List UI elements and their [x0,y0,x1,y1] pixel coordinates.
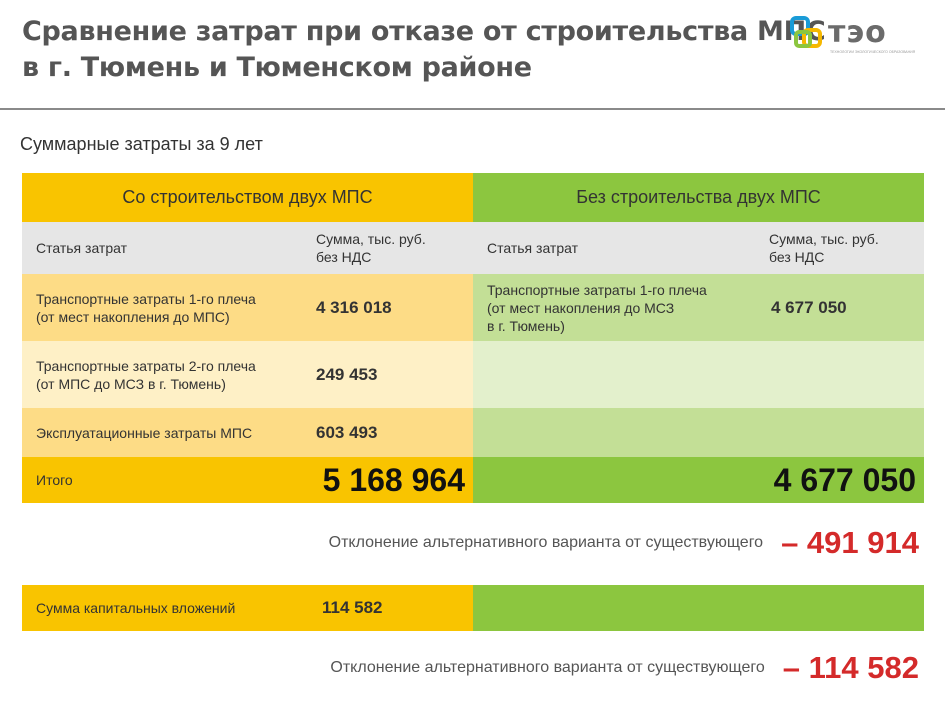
left-row-1 [22,274,473,341]
section-subtitle: Суммарные затраты за 9 лет [20,134,263,154]
deviation-1-value: – 491 914 [781,525,919,560]
logo-tagline: ТЕХНОЛОГИИ ЭКОЛОГИЧЕСКОГО ОБРАЗОВАНИЯ [830,50,916,54]
left-row-2-label: Транспортные затраты 2-го плеча (от МПС д… [36,357,256,392]
deviation-1-label: Отклонение альтернативного варианта от с… [328,534,764,551]
right-row-1 [473,274,924,341]
left-row-3-value: 603 493 [316,422,378,442]
header-divider [0,108,945,110]
left-row-1-value: 4 316 018 [316,297,392,317]
left-row-3-label: Эксплуатационные затраты МПС [36,424,253,441]
company-logo: тэо ТЕХНОЛОГИИ ЭКОЛОГИЧЕСКОГО ОБРАЗОВАНИ… [790,16,930,60]
deviation-2: Отклонение альтернативного варианта от с… [330,645,919,691]
capital-value: 114 582 [322,598,383,617]
page-title: Сравнение затрат при отказе от строитель… [22,14,826,86]
right-total-value: 4 677 050 [773,461,916,498]
left-row-2 [22,341,473,408]
capital-right-row [473,585,924,631]
left-total-row [22,457,473,503]
left-col-sum-header: Сумма, тыс. руб. без НДС [316,231,426,265]
right-col-item-header: Статья затрат [487,240,579,256]
left-total-value: 5 168 964 [322,461,465,498]
capital-left-row [22,585,473,631]
logo-mark-icon [790,16,822,48]
right-row-2-empty [473,341,924,408]
right-row-1-label: Транспортные затраты 1-го плеча (от мест … [487,281,707,334]
total-label: Итого [36,472,73,488]
right-section-header: Без строительства двух МПС [473,173,924,222]
right-row-3-empty [473,408,924,457]
capital-label: Сумма капитальных вложений [36,600,236,616]
right-total-row [473,457,924,503]
right-row-1-value: 4 677 050 [771,297,847,317]
deviation-2-label: Отклонение альтернативного варианта от с… [330,659,765,676]
deviation-1: Отклонение альтернативного варианта от с… [329,520,919,566]
page-title-line2: в г. Тюмень и Тюменском районе [22,52,532,83]
left-row-2-value: 249 453 [316,364,378,384]
logo-text: тэо [828,15,887,50]
right-col-sum-header: Сумма, тыс. руб. без НДС [769,231,879,265]
left-row-3 [22,408,473,457]
deviation-2-value: – 114 582 [782,650,919,685]
column-header-row [22,222,924,274]
left-section-header: Со строительством двух МПС [22,173,473,222]
left-row-1-label: Транспортные затраты 1-го плеча (от мест … [36,290,256,325]
page-title-line1: Сравнение затрат при отказе от строитель… [22,16,826,47]
left-col-item-header: Статья затрат [36,240,128,256]
